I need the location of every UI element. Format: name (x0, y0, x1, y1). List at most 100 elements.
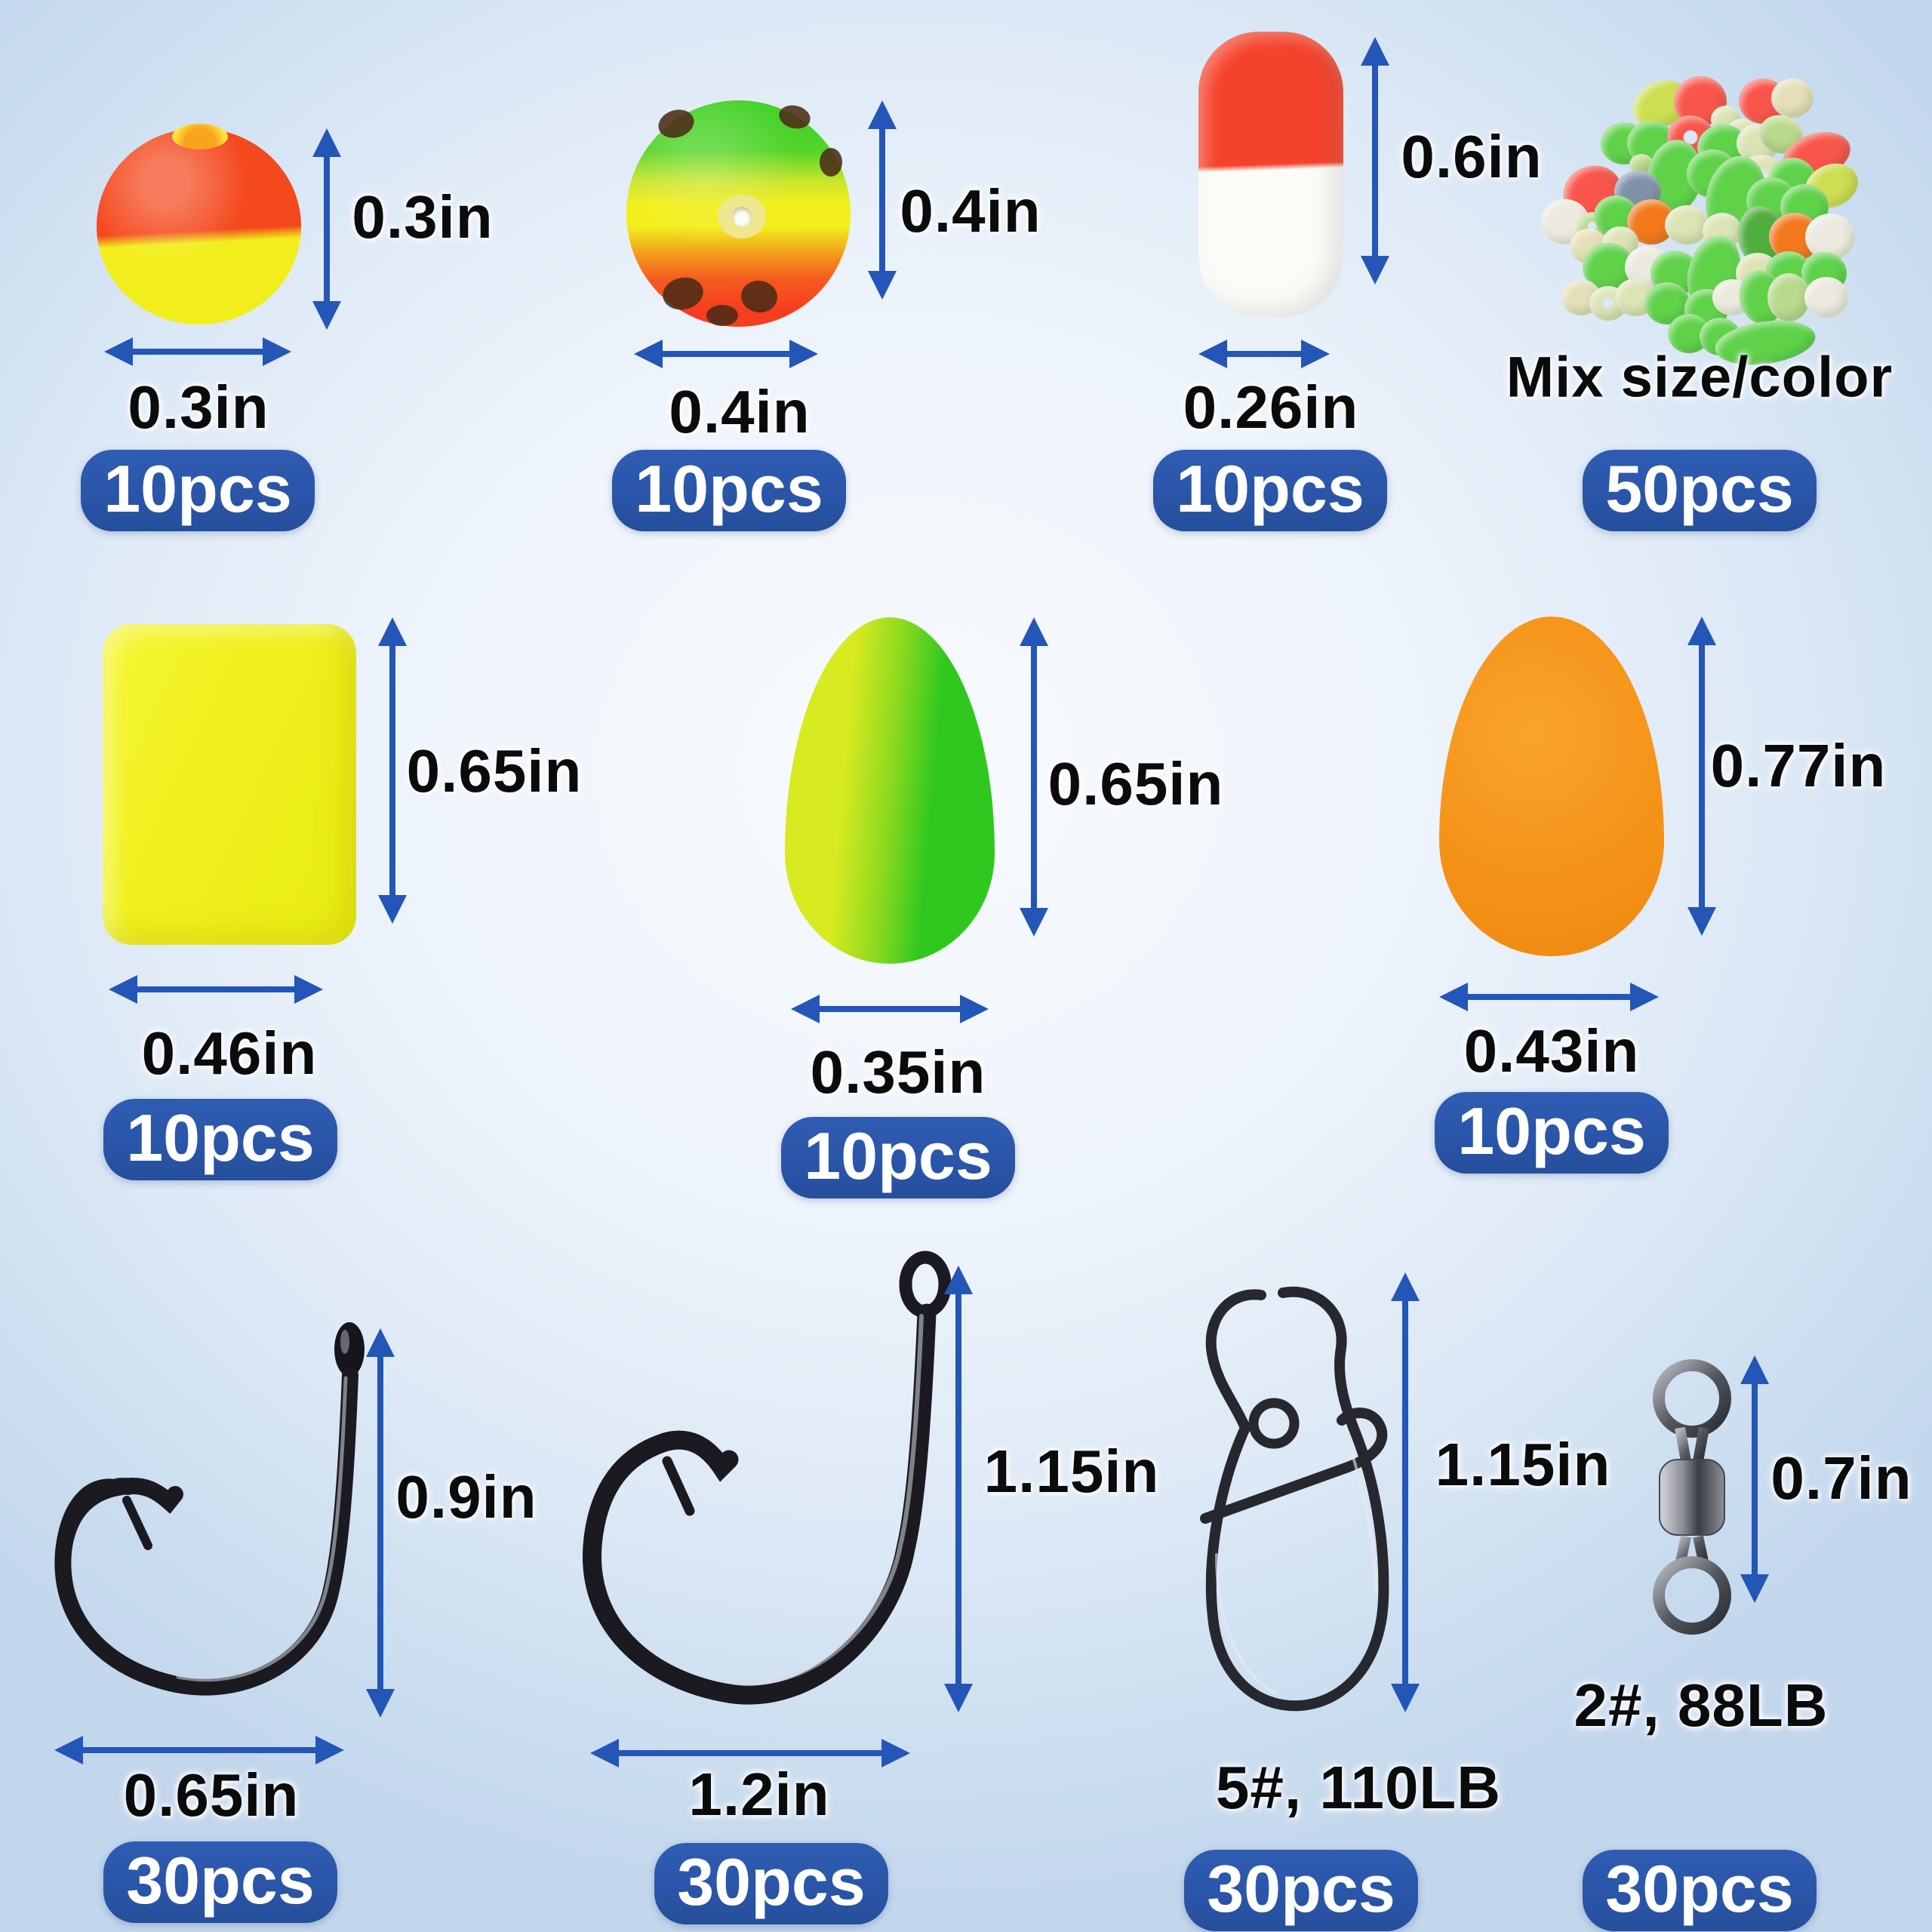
luminous-bead (1712, 279, 1752, 315)
width-arrow (661, 351, 791, 357)
height-arrow (377, 1355, 383, 1690)
luminous-bead (1629, 154, 1654, 175)
luminous-bead (1561, 279, 1601, 315)
luminous-bead (1698, 150, 1774, 245)
spec-label: 2#, 88LB (1574, 1672, 1829, 1739)
hook-highlight (731, 1314, 924, 1685)
qty-badge: 10pcs (781, 1117, 1015, 1198)
width-label: 0.3in (128, 374, 269, 441)
luminous-bead (1651, 251, 1700, 296)
luminous-bead (1625, 71, 1698, 137)
luminous-bead (1798, 155, 1866, 216)
luminous-bead (1674, 76, 1727, 126)
hook-body (583, 1303, 937, 1705)
luminous-bead (1679, 229, 1749, 318)
height-label: 0.65in (1048, 750, 1224, 817)
height-arrow (955, 1293, 961, 1685)
height-label: 0.3in (352, 183, 494, 251)
luminous-bead (1686, 149, 1738, 198)
yellow-cylinder-float-image (103, 624, 356, 945)
luminous-bead (1771, 78, 1814, 118)
duo-lock-snap-image (1200, 1286, 1389, 1712)
snap-clasp (1200, 1407, 1388, 1524)
luminous-bead (1684, 289, 1728, 330)
luminous-bead (1694, 120, 1751, 173)
luminous-bead (1769, 158, 1817, 202)
height-label: 0.9in (395, 1463, 537, 1531)
bead-spot (706, 305, 738, 326)
luminous-bead (1577, 212, 1609, 241)
height-arrow (389, 645, 395, 897)
orange-bullet-float-image (1439, 617, 1664, 956)
bead-spot (820, 148, 842, 177)
qty-badge: 50pcs (1583, 450, 1817, 531)
green-bullet-float-image (785, 617, 995, 964)
luminous-bead (1615, 278, 1657, 316)
luminous-bead (1667, 115, 1715, 159)
swivel-top-pinch (1675, 1426, 1709, 1463)
height-arrow (1402, 1300, 1408, 1685)
height-arrow (324, 155, 330, 303)
spec-label: 5#, 110LB (1215, 1754, 1502, 1821)
luminous-bead (1804, 277, 1848, 318)
qty-badge: 10pcs (1153, 450, 1387, 531)
bead-center-hole-inner (732, 207, 752, 226)
swivel-top-loop (1653, 1359, 1731, 1438)
luminous-bead (1739, 78, 1788, 124)
snap-knot (1248, 1398, 1300, 1449)
qty-badge: 30pcs (654, 1843, 888, 1924)
luminous-bead (1736, 124, 1779, 163)
luminous-bead (1746, 177, 1796, 224)
swivel-barrel (1659, 1459, 1725, 1536)
luminous-bead (1540, 199, 1589, 245)
hook-barb (662, 1456, 695, 1516)
luminous-bead (1711, 106, 1741, 133)
width-label: 1.2in (688, 1761, 830, 1828)
width-arrow (617, 1750, 883, 1756)
luminous-bead (1776, 124, 1857, 187)
luminous-bead (1765, 251, 1813, 295)
height-label: 0.6in (1401, 123, 1543, 190)
two-tone-ball-float-image (97, 128, 301, 325)
luminous-bead (1594, 195, 1638, 236)
luminous-bead (1627, 121, 1676, 166)
height-arrow (1372, 64, 1378, 257)
width-arrow (1466, 994, 1632, 1000)
height-arrow (1699, 644, 1705, 909)
luminous-bead (1583, 243, 1634, 291)
height-arrow (1031, 645, 1037, 909)
luminous-bead (1780, 184, 1829, 229)
qty-badge: 30pcs (1583, 1850, 1817, 1931)
width-arrow (136, 986, 296, 992)
qty-badge: 10pcs (81, 450, 315, 531)
luminous-bead (1753, 109, 1808, 160)
luminous-bead (1614, 171, 1661, 213)
height-label: 0.7in (1770, 1444, 1912, 1512)
red-white-cylinder-float-image (1198, 32, 1343, 317)
hook-eye (899, 1251, 952, 1318)
circle-hook-large-image (583, 1251, 952, 1705)
height-arrow (879, 128, 885, 272)
width-label: 0.46in (141, 1020, 318, 1087)
height-label: 1.15in (1435, 1431, 1611, 1498)
luminous-bead (1804, 214, 1855, 260)
width-arrow (1226, 351, 1303, 357)
width-arrow (818, 1006, 961, 1012)
luminous-bead (1570, 229, 1607, 263)
luminous-bead (1644, 282, 1690, 325)
width-arrow (82, 1747, 317, 1753)
hook-body (54, 1367, 358, 1696)
height-label: 0.4in (900, 177, 1041, 245)
luminous-bead (1733, 202, 1790, 272)
snap-highlight (1215, 1447, 1378, 1695)
luminous-bead (1627, 199, 1676, 245)
luminous-bead (1767, 273, 1810, 321)
luminous-bead (1625, 246, 1670, 288)
luminous-bead (1769, 213, 1820, 261)
luminous-bead (1600, 122, 1647, 165)
luminous-bead (1702, 213, 1742, 249)
luminous-bead (1601, 226, 1638, 260)
hook-highlight (176, 1376, 348, 1682)
width-label: 0.65in (123, 1761, 300, 1829)
